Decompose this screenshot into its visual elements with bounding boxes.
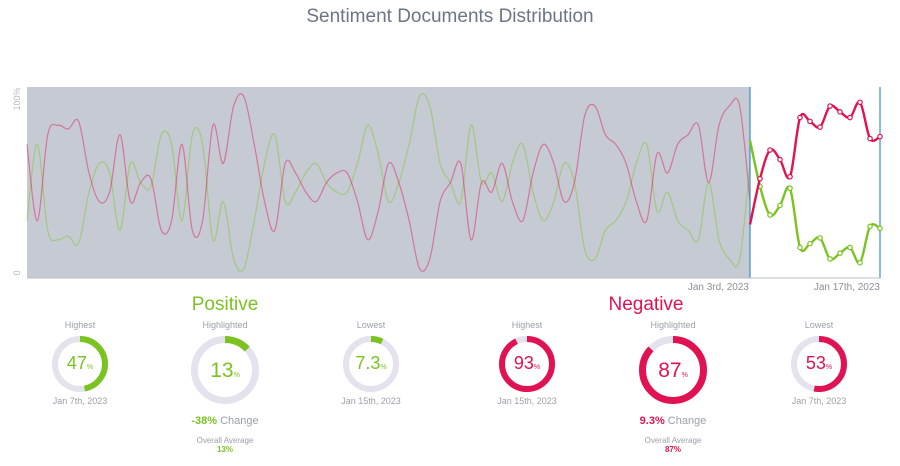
negative-highlighted-donut: 87% bbox=[639, 336, 707, 404]
data-point-negative bbox=[827, 103, 833, 109]
negative-highest-donut: 93% bbox=[499, 336, 555, 392]
negative-average: Overall Average 87% bbox=[603, 436, 743, 454]
data-point-negative bbox=[797, 114, 803, 121]
data-point-negative bbox=[767, 147, 773, 153]
negative-average-label: Overall Average bbox=[644, 436, 702, 445]
positive-lowest-date: Jan 15th, 2023 bbox=[341, 396, 401, 406]
ring-progress bbox=[191, 336, 259, 404]
positive-highest: Highest 47% Jan 7th, 2023 bbox=[25, 320, 135, 406]
ring-value-number: 13 bbox=[210, 359, 234, 382]
data-point-negative bbox=[867, 135, 873, 142]
positive-change-label: Change bbox=[220, 415, 259, 427]
negative-lowest-label: Lowest bbox=[804, 320, 834, 330]
positive-average-label: Overall Average bbox=[196, 436, 254, 445]
positive-average-value: 13% bbox=[216, 445, 233, 454]
ring-value-percent: % bbox=[681, 372, 688, 379]
data-point-positive bbox=[837, 250, 843, 256]
x-axis-label-end: Jan 17th, 2023 bbox=[814, 282, 881, 293]
positive-average: Overall Average 13% bbox=[155, 436, 295, 454]
positive-title: Positive bbox=[191, 294, 259, 315]
ring-value-percent: % bbox=[533, 364, 541, 371]
positive-change: -38% Change bbox=[155, 415, 295, 427]
positive-lowest: Lowest 7.3% Jan 15th, 2023 bbox=[316, 320, 426, 406]
ring-progress bbox=[499, 336, 555, 392]
positive-lowest-donut: 7.3% bbox=[343, 336, 399, 392]
x-axis-label-start: Jan 3rd, 2023 bbox=[688, 282, 750, 293]
positive-highlighted-label: Highlighted bbox=[202, 320, 248, 330]
negative-change-label: Change bbox=[667, 415, 707, 427]
data-point-negative bbox=[837, 109, 843, 115]
data-point-positive bbox=[827, 256, 833, 262]
sentiment-line-chart[interactable]: 100% 0 Jan 3rd, 2023 Jan 17th, 2023 bbox=[0, 0, 900, 300]
history-line-positive bbox=[26, 93, 751, 272]
negative-highlighted-label: Highlighted bbox=[650, 320, 696, 330]
ring-progress bbox=[52, 336, 108, 392]
data-point-negative bbox=[857, 99, 863, 106]
ring-value-percent: % bbox=[233, 372, 240, 379]
data-point-negative bbox=[877, 133, 883, 140]
positive-lowest-label: Lowest bbox=[356, 320, 386, 330]
ring-value-percent: % bbox=[86, 364, 94, 371]
negative-highest-date: Jan 15th, 2023 bbox=[497, 396, 557, 406]
ring-value: 13% bbox=[191, 359, 259, 383]
ring-value-number: 53 bbox=[805, 353, 826, 373]
ring-value-number: 47 bbox=[66, 353, 87, 373]
positive-highest-date: Jan 7th, 2023 bbox=[52, 396, 108, 406]
positive-highest-label: Highest bbox=[64, 320, 96, 330]
negative-change-value: 9.3% bbox=[639, 415, 665, 427]
positive-highlighted-donut: 13% bbox=[191, 336, 259, 404]
history-overlay bbox=[27, 87, 750, 278]
negative-highlighted: Highlighted 87% bbox=[618, 320, 728, 408]
negative-change: 9.3% Change bbox=[603, 415, 743, 427]
data-point-positive bbox=[797, 244, 803, 251]
positive-highlighted: Highlighted 13% bbox=[170, 320, 280, 408]
data-point-negative bbox=[807, 118, 813, 125]
ring-value: 53% bbox=[791, 353, 847, 374]
data-point-positive bbox=[777, 202, 783, 209]
data-point-positive bbox=[877, 225, 883, 232]
ring-value: 93% bbox=[499, 353, 555, 374]
negative-title: Negative bbox=[608, 294, 684, 315]
ring-value-percent: % bbox=[825, 364, 833, 371]
data-point-positive bbox=[807, 240, 813, 247]
data-point-negative bbox=[847, 114, 853, 121]
data-point-negative bbox=[787, 173, 793, 180]
ring-progress bbox=[639, 336, 707, 404]
data-point-negative bbox=[817, 124, 823, 130]
ring-value: 7.3% bbox=[343, 353, 399, 374]
negative-average-value: 87% bbox=[664, 445, 681, 454]
negative-lowest: Lowest 53% Jan 7th, 2023 bbox=[764, 320, 874, 406]
data-point-positive bbox=[867, 223, 873, 230]
ring-value-number: 7.3 bbox=[355, 353, 381, 373]
y-axis-label-top: 100% bbox=[12, 87, 22, 110]
data-point-positive bbox=[787, 185, 793, 192]
ring-progress bbox=[343, 336, 399, 392]
data-point-negative bbox=[777, 156, 783, 163]
negative-highest: Highest 93% Jan 15th, 2023 bbox=[472, 320, 582, 406]
ring-value-number: 93 bbox=[513, 353, 534, 373]
data-point-positive bbox=[857, 259, 863, 266]
chart-title: Sentiment Documents Distribution bbox=[306, 6, 594, 27]
ring-value-number: 87 bbox=[658, 359, 682, 382]
history-line-negative bbox=[26, 93, 751, 272]
ring-value: 47% bbox=[52, 353, 108, 374]
positive-highest-donut: 47% bbox=[52, 336, 108, 392]
negative-highest-label: Highest bbox=[511, 320, 543, 330]
y-axis-label-bottom: 0 bbox=[12, 270, 22, 275]
ring-value-percent: % bbox=[380, 364, 387, 371]
data-point-positive bbox=[847, 244, 853, 251]
data-point-negative bbox=[757, 175, 763, 182]
data-point-positive bbox=[817, 235, 823, 241]
negative-lowest-donut: 53% bbox=[791, 336, 847, 392]
positive-change-value: -38% bbox=[191, 415, 218, 427]
data-point-positive bbox=[767, 212, 773, 218]
ring-progress bbox=[791, 336, 847, 392]
negative-lowest-date: Jan 7th, 2023 bbox=[791, 396, 847, 406]
ring-value: 87% bbox=[639, 359, 707, 383]
